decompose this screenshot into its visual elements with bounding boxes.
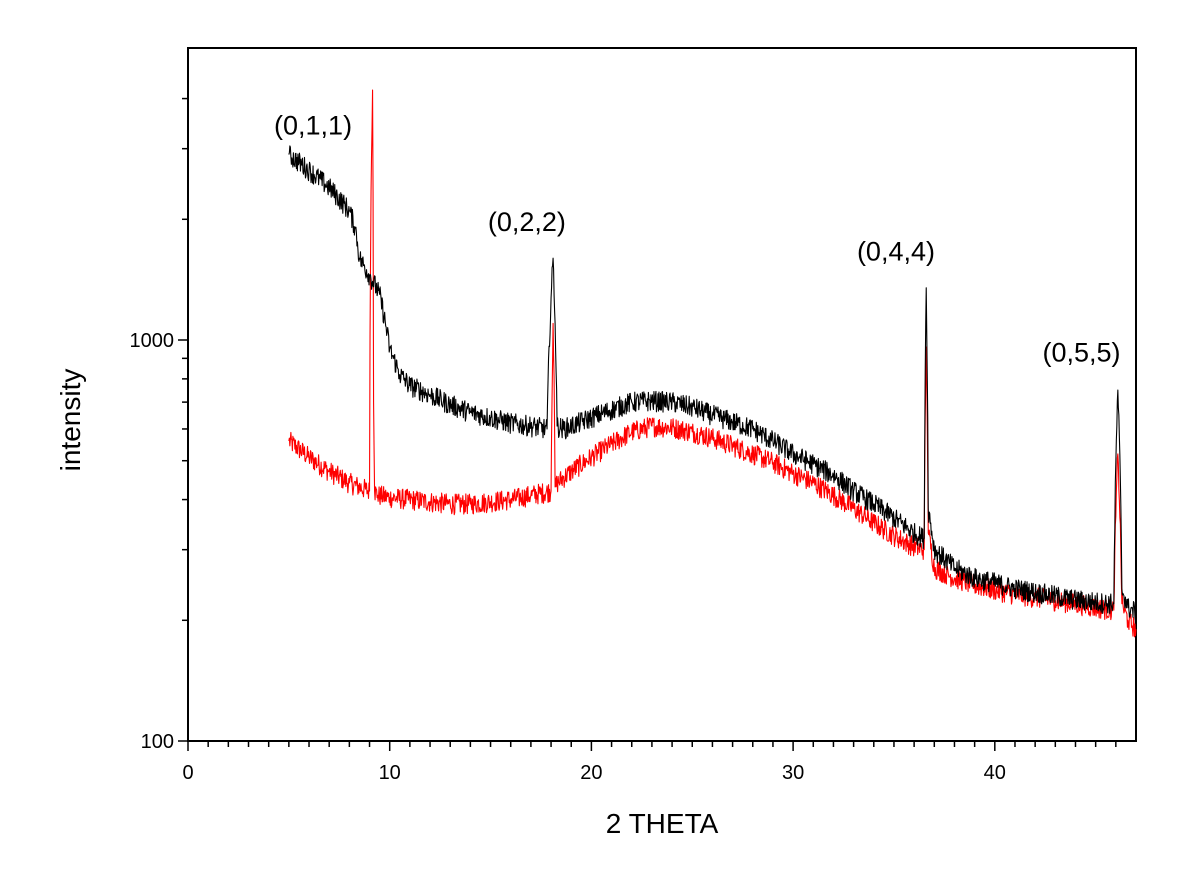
y-axis-ticks: 100 1000 [130, 97, 188, 753]
peak-annotations: (0,1,1) (0,2,2) (0,4,4) (0,5,5) [274, 111, 1121, 368]
plot-frame [187, 47, 1137, 742]
x-tick-label: 30 [782, 762, 804, 784]
x-tick-label: 0 [182, 762, 193, 784]
peak-label: (0,5,5) [1043, 337, 1121, 367]
black-series-line [288, 145, 1137, 622]
y-tick-label: 100 [141, 731, 174, 753]
series-layer [288, 89, 1137, 638]
x-axis-title: 2 THETA [606, 808, 719, 839]
x-axis-ticks: 0 10 20 30 40 [182, 741, 1117, 784]
x-tick-label: 40 [984, 762, 1006, 784]
x-tick-label: 20 [580, 762, 602, 784]
peak-label: (0,2,2) [488, 207, 566, 237]
x-tick-label: 10 [379, 762, 401, 784]
y-tick-label: 1000 [130, 330, 175, 352]
y-axis-title: intensity [55, 369, 86, 472]
peak-label: (0,1,1) [274, 111, 352, 141]
red-series-line [288, 89, 1137, 638]
peak-label: (0,4,4) [857, 236, 935, 266]
